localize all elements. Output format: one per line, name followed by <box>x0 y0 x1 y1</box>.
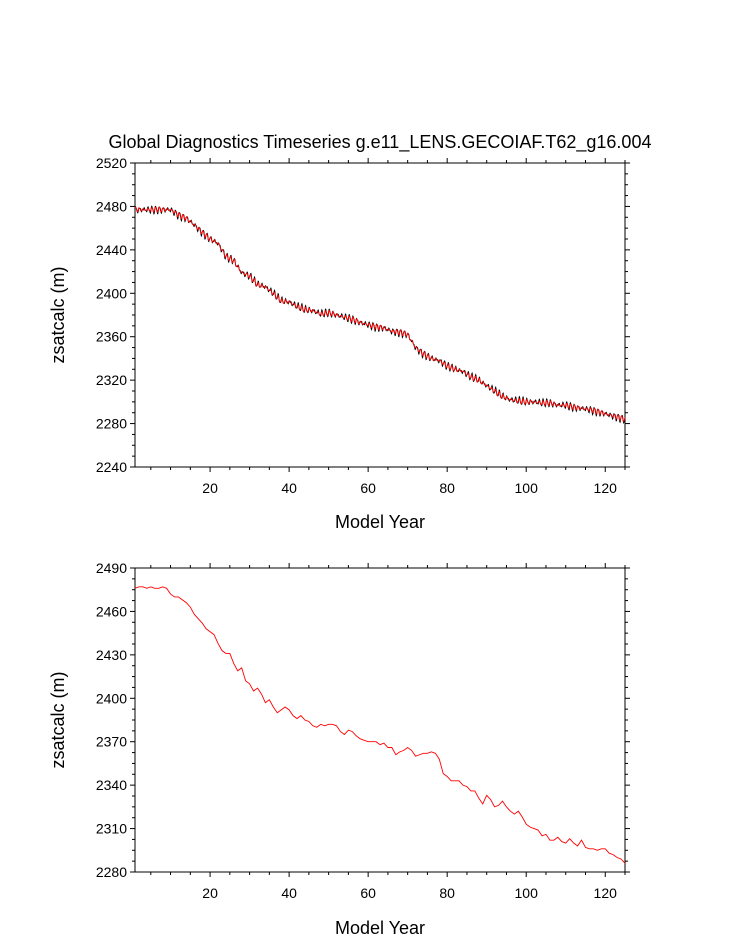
chart-title: Global Diagnostics Timeseries g.e11_LENS… <box>109 132 652 153</box>
y-tick-label-bottom: 2280 <box>96 864 127 880</box>
x-axis-label-bottom: Model Year <box>335 918 425 938</box>
x-tick-label-bottom: 80 <box>439 885 455 901</box>
series-line-top-1 <box>134 206 626 422</box>
x-tick-label-top: 120 <box>594 480 618 496</box>
y-tick-label-top: 2240 <box>96 459 127 475</box>
y-tick-label-top: 2320 <box>96 372 127 388</box>
ticks-bottom: 2280 2310 2340 2370 2400 2430 2460 2490 20 40 60 80… <box>96 560 630 901</box>
chart-top: Global Diagnostics Timeseries g.e11_LENS… <box>48 132 651 532</box>
y-tick-label-top: 2360 <box>96 329 127 345</box>
y-tick-label-top: 2480 <box>96 198 127 214</box>
x-tick-label-top: 80 <box>439 480 455 496</box>
x-tick-label-top: 100 <box>515 480 539 496</box>
y-tick-label-bottom: 2460 <box>96 603 127 619</box>
y-axis-label-top: zsatcalc (m) <box>48 266 68 363</box>
ticks-top: 2240 2280 2320 2360 2400 2440 2480 2520 20 40 60 80… <box>96 155 630 496</box>
y-tick-label-bottom: 2310 <box>96 821 127 837</box>
x-axis-label-top: Model Year <box>335 512 425 532</box>
series-line-bottom-0 <box>134 586 626 864</box>
x-tick-label-bottom: 40 <box>281 885 297 901</box>
y-tick-label-bottom: 2490 <box>96 560 127 576</box>
y-tick-label-top: 2280 <box>96 416 127 432</box>
series-bottom <box>134 586 626 864</box>
y-tick-label-bottom: 2400 <box>96 690 127 706</box>
x-tick-label-top: 20 <box>202 480 218 496</box>
y-tick-label-bottom: 2340 <box>96 777 127 793</box>
y-tick-label-top: 2440 <box>96 242 127 258</box>
plot-frame-top <box>134 162 626 468</box>
x-tick-label-bottom: 60 <box>360 885 376 901</box>
series-top <box>134 205 626 425</box>
y-tick-label-bottom: 2430 <box>96 647 127 663</box>
x-tick-label-top: 60 <box>360 480 376 496</box>
y-tick-label-top: 2520 <box>96 155 127 171</box>
plot-frame-bottom <box>134 567 626 873</box>
x-tick-label-bottom: 100 <box>515 885 539 901</box>
x-tick-label-bottom: 20 <box>202 885 218 901</box>
y-tick-label-bottom: 2370 <box>96 734 127 750</box>
y-axis-label-bottom: zsatcalc (m) <box>48 671 68 768</box>
x-tick-label-bottom: 120 <box>594 885 618 901</box>
y-tick-label-top: 2400 <box>96 285 127 301</box>
x-tick-label-top: 40 <box>281 480 297 496</box>
chart-bottom: 2280 2310 2340 2370 2400 2430 2460 2490 20 40 60 80… <box>48 560 630 938</box>
